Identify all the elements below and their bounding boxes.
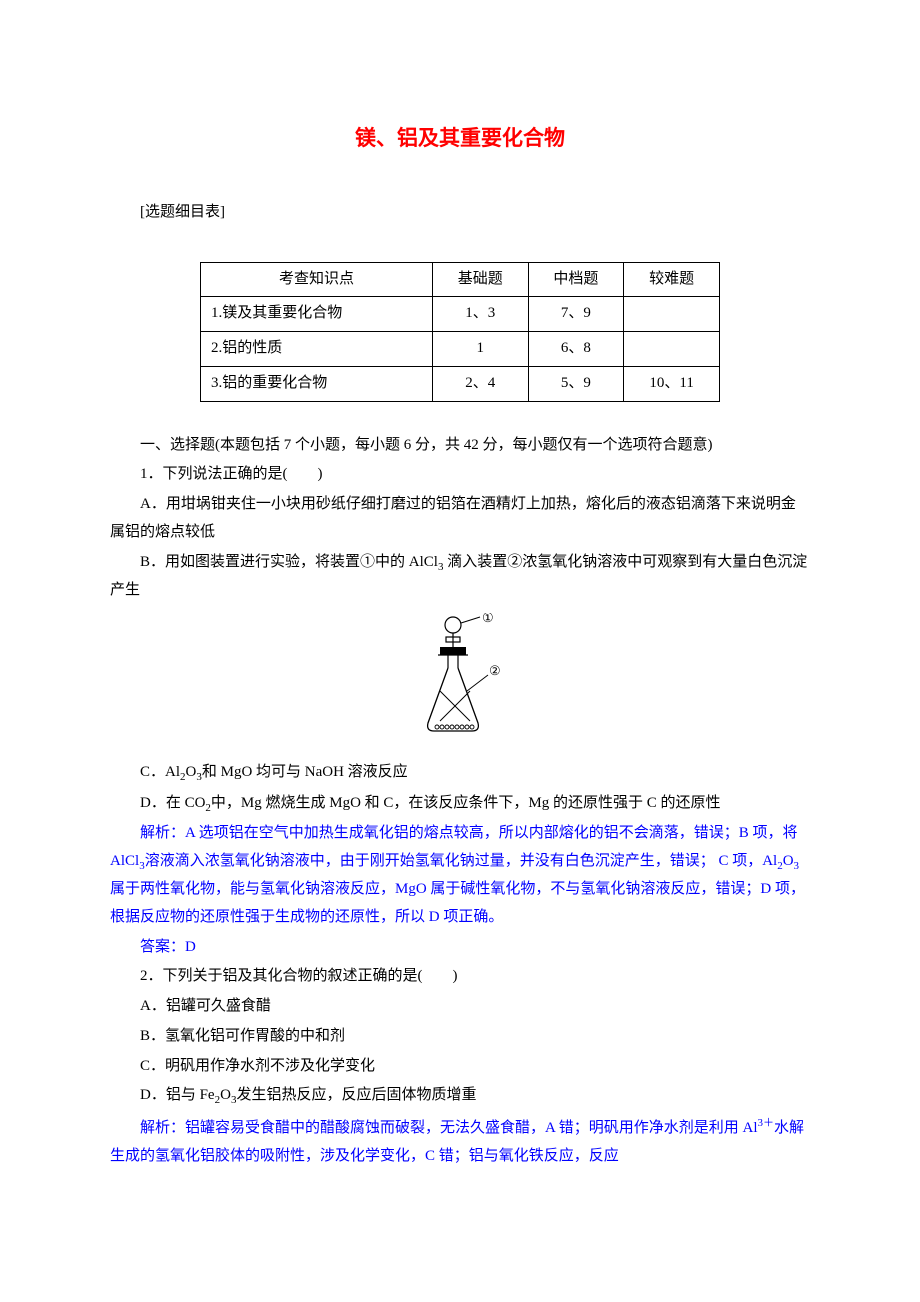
solid-particles (435, 725, 474, 729)
page-title: 镁、铝及其重要化合物 (110, 120, 810, 159)
q2-stem: 2．下列关于铝及其化合物的叙述正确的是( ) (110, 963, 810, 991)
q2-optC: C．明矾用作净水剂不涉及化学变化 (110, 1053, 810, 1081)
q2-optA: A．铝罐可久盛食醋 (110, 993, 810, 1021)
q1-optC-pre: C．Al (140, 764, 180, 780)
cell-hard (624, 297, 720, 332)
q1-optC-mid1: O (186, 764, 197, 780)
q1-answer: 答案：D (110, 934, 810, 962)
topic-table: 考查知识点 基础题 中档题 较难题 1.镁及其重要化合物 1、3 7、9 2.铝… (200, 262, 720, 402)
cell-basic: 1 (432, 332, 528, 367)
q1-explain-b: 溶液滴入浓氢氧化钠溶液中，由于刚开始氢氧化钠过量，并没有白色沉淀产生，错误； C… (145, 853, 778, 869)
q1-optC-mid2: 和 MgO 均可与 NaOH 溶液反应 (202, 764, 408, 780)
q2-optB: B．氢氧化铝可作胃酸的中和剂 (110, 1023, 810, 1051)
q2-optD: D．铝与 Fe2O3发生铝热反应，反应后固体物质增重 (110, 1082, 810, 1110)
q1-optD-pre: D．在 CO (140, 795, 205, 811)
q2-explain: 解析：铝罐容易受食醋中的醋酸腐蚀而破裂，无法久盛食醋，A 错；明矾用作净水剂是利… (110, 1113, 810, 1171)
q1-optD: D．在 CO2中，Mg 燃烧生成 MgO 和 C，在该反应条件下，Mg 的还原性… (110, 790, 810, 818)
table-row: 3.铝的重要化合物 2、4 5、9 10、11 (201, 366, 720, 401)
conical-flask (428, 668, 479, 731)
cell-mid: 6、8 (528, 332, 624, 367)
cell-basic: 1、3 (432, 297, 528, 332)
explain-label-2: 解析： (140, 1120, 185, 1136)
q2-optD-pre: D．铝与 Fe (140, 1087, 215, 1103)
cell-topic: 2.铝的性质 (201, 332, 433, 367)
q2-optD-mid: O (220, 1087, 231, 1103)
label1-leader (461, 617, 480, 623)
label-2: ② (489, 663, 501, 678)
cell-topic: 3.铝的重要化合物 (201, 366, 433, 401)
apparatus-diagram: ① ② (110, 613, 810, 754)
label-1: ① (482, 613, 494, 625)
stopper (440, 647, 466, 655)
th-topic: 考查知识点 (201, 262, 433, 297)
table-header-row: 考查知识点 基础题 中档题 较难题 (201, 262, 720, 297)
explain-label: 解析： (140, 825, 185, 841)
table-row: 2.铝的性质 1 6、8 (201, 332, 720, 367)
cell-mid: 5、9 (528, 366, 624, 401)
cell-basic: 2、4 (432, 366, 528, 401)
apparatus-svg: ① ② (410, 613, 510, 743)
q2-optD-post: 发生铝热反应，反应后固体物质增重 (236, 1087, 476, 1103)
cell-mid: 7、9 (528, 297, 624, 332)
q1-explain-c: 属于两性氧化物，能与氢氧化钠溶液反应，MgO 属于碱性氧化物，不与氢氧化钠溶液反… (110, 881, 805, 925)
q2-explain-a: 铝罐容易受食醋中的醋酸腐蚀而破裂，无法久盛食醋，A 错；明矾用作净水剂是利用 A… (185, 1120, 758, 1136)
q2-explain-sup: 3＋ (758, 1117, 775, 1129)
cell-hard: 10、11 (624, 366, 720, 401)
table-row: 1.镁及其重要化合物 1、3 7、9 (201, 297, 720, 332)
th-basic: 基础题 (432, 262, 528, 297)
q1-explain: 解析：A 选项铝在空气中加热生成氧化铝的熔点较高，所以内部熔化的铝不会滴落，错误… (110, 820, 810, 932)
q1-optA: A．用坩埚钳夹住一小块用砂纸仔细打磨过的铝箔在酒精灯上加热，熔化后的液态铝滴落下… (110, 491, 810, 547)
q1-explain-c-s2: 3 (794, 860, 800, 872)
q1-optB: B．用如图装置进行实验，将装置①中的 AlCl3 滴入装置②浓氢氧化钠溶液中可观… (110, 549, 810, 605)
q1-answer-value: D (185, 939, 196, 955)
q1-optC: C．Al2O3和 MgO 均可与 NaOH 溶液反应 (110, 759, 810, 787)
q1-explain-c-mid: O (783, 853, 794, 869)
section-intro: 一、选择题(本题包括 7 个小题，每小题 6 分，共 42 分，每小题仅有一个选… (110, 432, 810, 460)
q1-optD-post: 中，Mg 燃烧生成 MgO 和 C，在该反应条件下，Mg 的还原性强于 C 的还… (211, 795, 721, 811)
q1-optB-pre: B．用如图装置进行实验，将装置①中的 AlCl (140, 554, 438, 570)
answer-label: 答案： (140, 939, 185, 955)
th-hard: 较难题 (624, 262, 720, 297)
q1-stem: 1．下列说法正确的是( ) (110, 461, 810, 489)
subtitle-label: [选题细目表] (110, 199, 810, 227)
cell-hard (624, 332, 720, 367)
funnel-bulb (445, 617, 461, 633)
cell-topic: 1.镁及其重要化合物 (201, 297, 433, 332)
label2-leader (467, 675, 488, 691)
th-mid: 中档题 (528, 262, 624, 297)
